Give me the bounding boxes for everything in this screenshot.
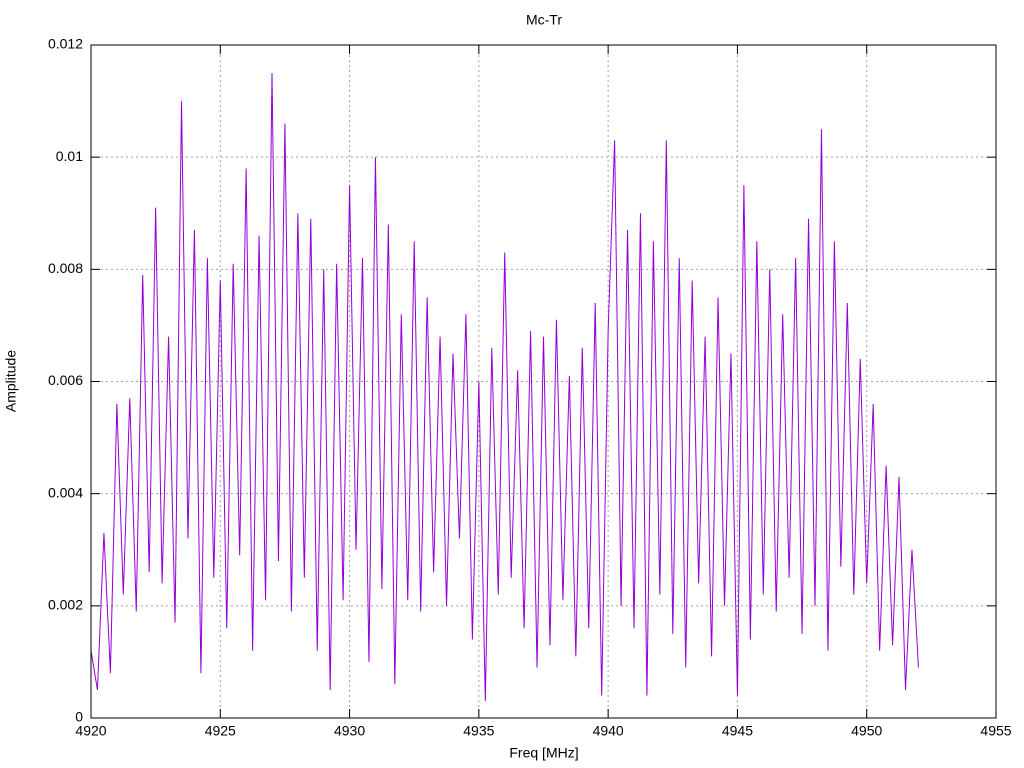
x-tick-label: 4940 <box>593 723 624 739</box>
x-tick-label: 4920 <box>75 723 106 739</box>
y-tick-label: 0.002 <box>48 597 83 613</box>
chart-title: Mc-Tr <box>526 12 562 28</box>
y-axis-label: Amplitude <box>3 350 19 412</box>
y-tick-label: 0.008 <box>48 260 83 276</box>
x-tick-label: 4925 <box>205 723 236 739</box>
y-tick-label: 0 <box>75 709 83 725</box>
y-tick-label: 0.004 <box>48 484 83 500</box>
y-tick-label: 0.006 <box>48 372 83 388</box>
x-axis-label: Freq [MHz] <box>509 745 578 761</box>
x-tick-label: 4935 <box>463 723 494 739</box>
x-tick-label: 4930 <box>334 723 365 739</box>
plot-border <box>90 44 997 719</box>
data-line <box>90 73 919 702</box>
x-tick-label: 4950 <box>851 723 882 739</box>
y-tick-label: 0.012 <box>48 36 83 52</box>
x-tick-label: 4955 <box>980 723 1011 739</box>
y-tick-label: 0.01 <box>56 148 83 164</box>
x-tick-label: 4945 <box>722 723 753 739</box>
